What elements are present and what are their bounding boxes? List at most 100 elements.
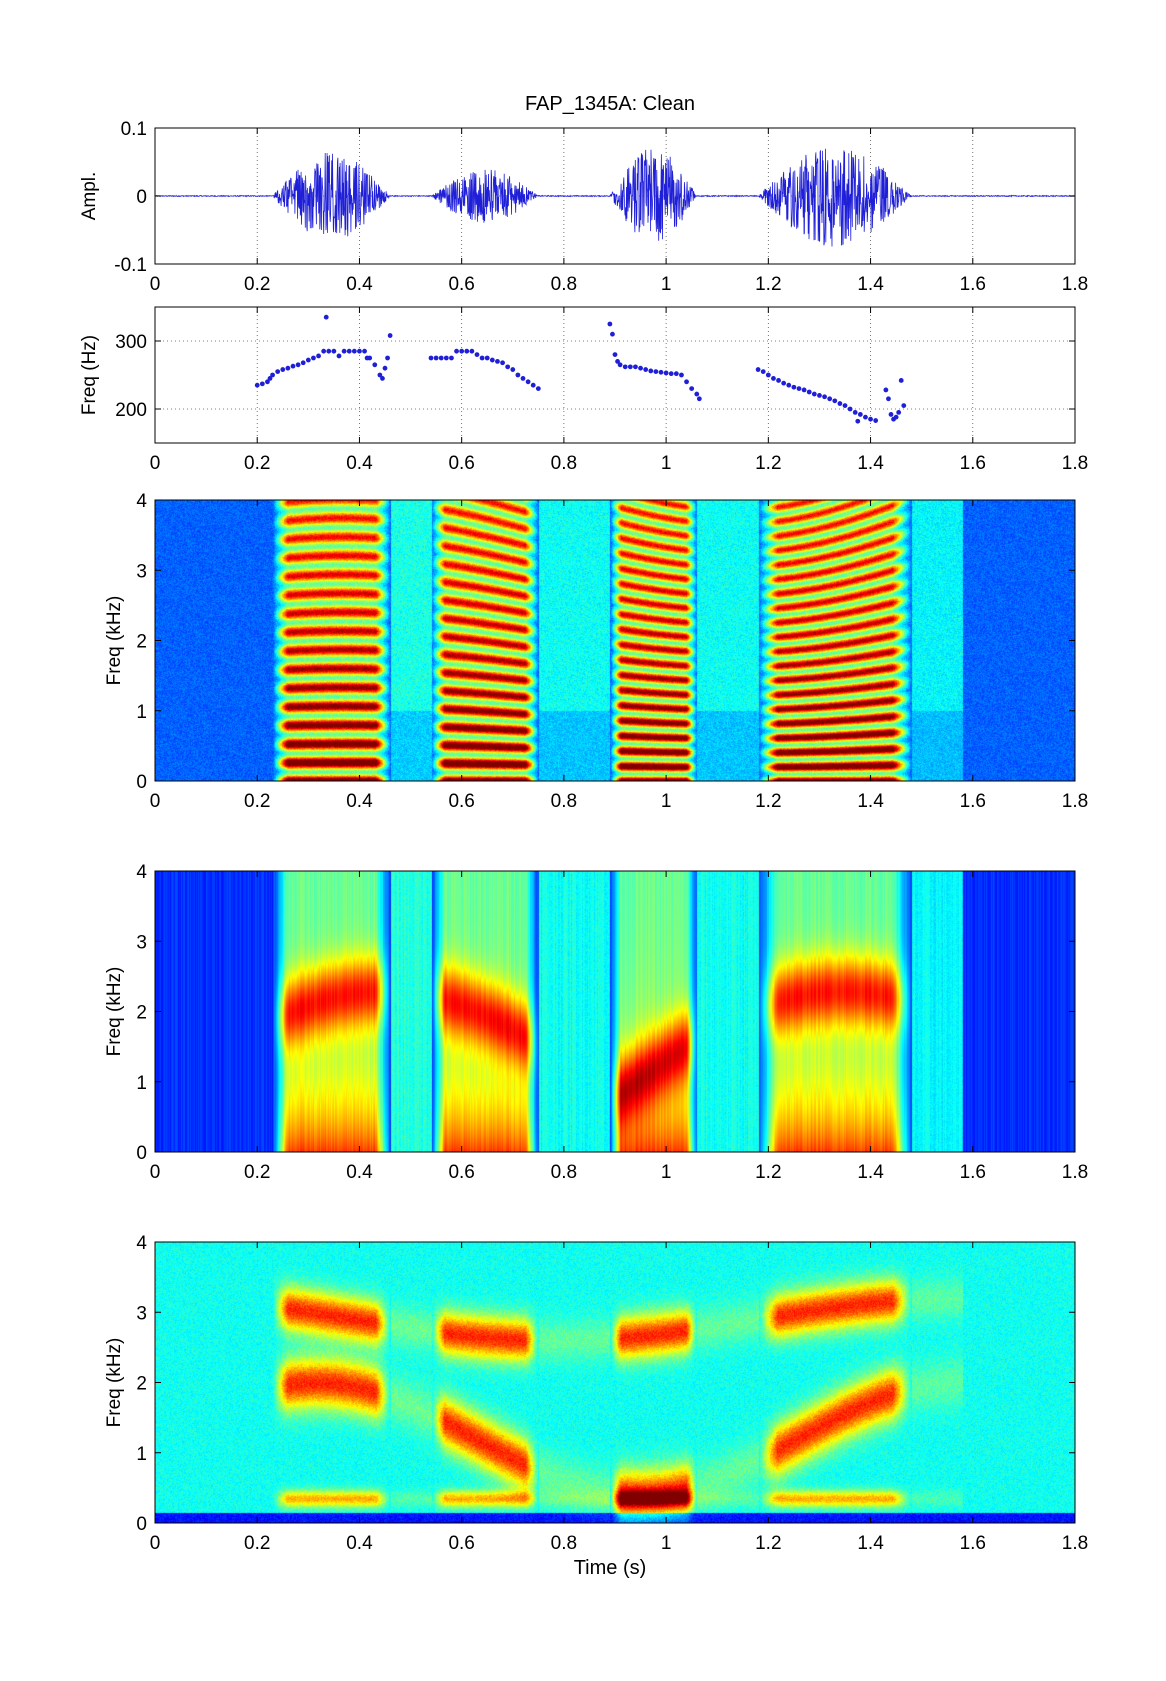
pitch-point [326, 348, 332, 354]
pitch-point [331, 348, 337, 354]
pitch-point [479, 355, 485, 361]
pitch-point [883, 387, 889, 393]
pitch-point [510, 367, 516, 372]
pitch-point [520, 376, 526, 381]
pitch-point [638, 365, 643, 371]
pitch-point [438, 355, 444, 361]
pitch-point [817, 393, 822, 398]
y-tick-label: 300 [115, 332, 147, 353]
y-tick-label: 3 [136, 561, 147, 582]
y-axis-label: Freq (kHz) [104, 967, 125, 1057]
pitch-point [607, 321, 613, 327]
y-tick-label: -0.1 [114, 255, 147, 276]
y-tick-label: 2 [136, 1374, 147, 1395]
x-tick-label: 0.2 [244, 1162, 270, 1183]
pitch-point [321, 348, 327, 354]
pitch-point [341, 348, 347, 354]
pitch-point [449, 355, 454, 361]
x-tick-label: 1.2 [755, 453, 781, 474]
pitch-point [781, 380, 787, 386]
x-tick-label: 0.4 [346, 274, 373, 295]
pitch-point [811, 391, 817, 397]
pitch-point [627, 364, 633, 370]
x-tick-label: 1.8 [1062, 791, 1088, 812]
y-tick-label: 4 [136, 491, 147, 512]
pitch-point [786, 382, 792, 388]
y-tick-label: 0.1 [121, 119, 147, 140]
pitch-point [832, 398, 838, 404]
pitch-point [822, 394, 827, 400]
pitch-point [643, 367, 649, 372]
axes-frame [154, 306, 1076, 444]
pitch-point [612, 352, 618, 357]
pitch-point [428, 355, 434, 361]
y-tick-label: 2 [136, 632, 147, 653]
x-tick-label: 1.4 [857, 1533, 884, 1554]
x-tick-label: 1 [661, 274, 672, 295]
x-tick-label: 1.8 [1062, 274, 1088, 295]
x-tick-label: 1.6 [960, 791, 986, 812]
pitch-point [886, 396, 891, 402]
pitch-point [346, 348, 352, 354]
pitch-point [367, 355, 373, 361]
pitch-point [362, 348, 367, 354]
x-tick-label: 1.6 [960, 453, 986, 474]
y-tick-label: 0 [136, 1514, 147, 1535]
pitch-point [505, 364, 511, 370]
pitch-point [535, 386, 541, 391]
pitch-point [855, 418, 861, 424]
pitch-point [633, 364, 638, 370]
pitch-point [663, 370, 669, 376]
pitch-point [868, 416, 873, 422]
pitch-point [898, 378, 904, 383]
pitch-point [323, 314, 329, 320]
pitch-point [837, 401, 843, 406]
x-tick-label: 1.4 [857, 274, 884, 295]
pitch-point [290, 363, 296, 369]
x-tick-label: 1.8 [1062, 453, 1088, 474]
x-tick-label: 1.6 [960, 274, 986, 295]
pitch-point [382, 365, 388, 371]
pitch-point [357, 348, 362, 354]
pitch-point [495, 359, 500, 364]
waveform-trace [154, 148, 1076, 247]
pitch-point [791, 384, 797, 390]
x-tick-label: 1.2 [755, 1162, 781, 1183]
pitch-point [469, 348, 475, 354]
x-tick-label: 1 [661, 791, 672, 812]
pitch-point [285, 365, 291, 371]
x-tick-label: 0.2 [244, 274, 270, 295]
pitch-point [847, 406, 853, 412]
x-tick-label: 0.8 [551, 453, 577, 474]
x-tick-label: 0.6 [448, 274, 474, 295]
pitch-point [617, 362, 623, 368]
pitch-point [351, 348, 357, 354]
pitch-point [387, 333, 393, 338]
time-axis-label: Time (s) [574, 1557, 647, 1579]
pitch-point [827, 396, 833, 402]
x-tick-label: 0.4 [346, 1533, 373, 1554]
x-tick-label: 0.4 [346, 791, 373, 812]
pitch-point [275, 369, 281, 374]
pitch-point [863, 414, 868, 420]
pitch-point [901, 403, 907, 408]
pitch-point [265, 379, 270, 385]
pitch-point [658, 369, 664, 375]
heatmap-canvas-2 [155, 500, 1075, 781]
pitch-point [776, 378, 781, 383]
pitch-point [270, 372, 275, 378]
y-tick-label: 0 [136, 772, 147, 793]
x-tick-label: 0.2 [244, 1533, 270, 1554]
pitch-point [610, 331, 615, 337]
pitch-point [305, 357, 311, 363]
pitch-point [316, 353, 321, 359]
x-tick-label: 0.2 [244, 453, 270, 474]
y-axis-label: Freq (Hz) [79, 335, 100, 415]
heatmap-3 [155, 871, 1075, 1152]
x-tick-label: 1.2 [755, 274, 781, 295]
pitch-point [842, 403, 848, 408]
pitch-point [673, 371, 679, 377]
x-tick-label: 1.4 [857, 1162, 884, 1183]
pitch-point [500, 360, 505, 366]
